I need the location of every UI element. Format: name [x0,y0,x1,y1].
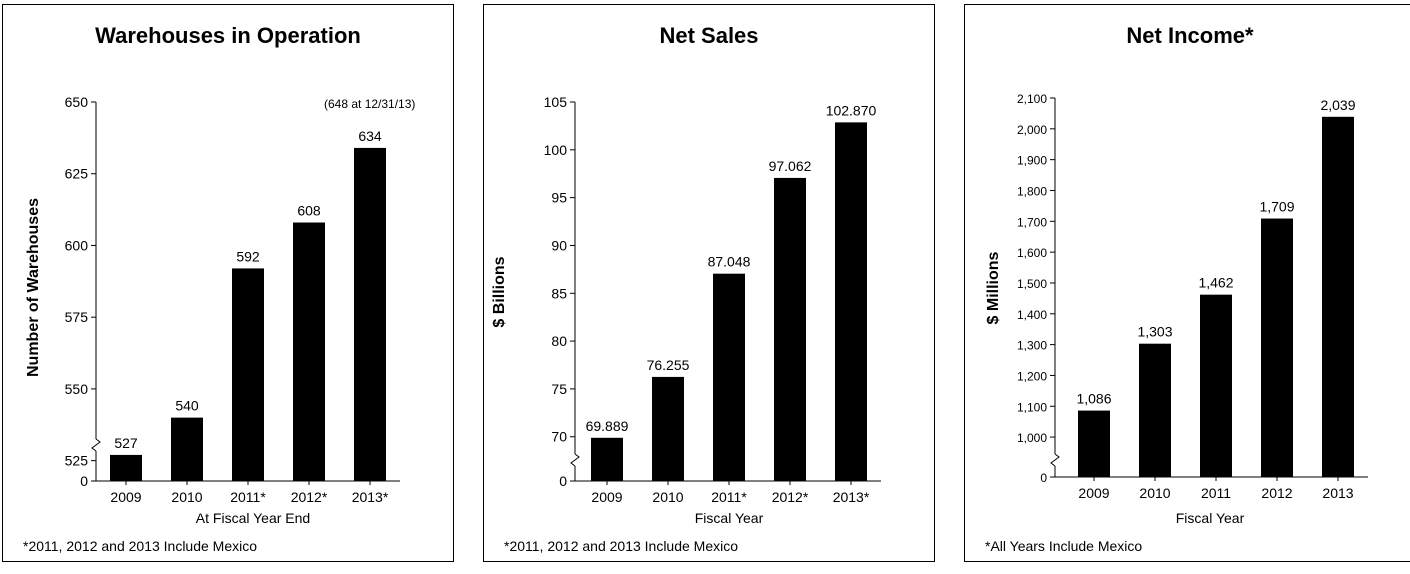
chart-footnote: *All Years Include Mexico [985,538,1143,554]
y-axis-label: $ Billions [491,256,508,328]
x-tick-label: 2012* [772,489,809,505]
chart-title: Net Sales [659,23,759,48]
y-tick-label: 1,700 [1017,215,1047,229]
bar [591,437,623,481]
y-tick-label: 1,200 [1017,369,1047,383]
axis-break-mark [570,453,580,467]
bar-value-label: 87.048 [708,254,751,270]
x-tick-label: 2009 [591,489,622,505]
x-tick-label: 2010 [1139,485,1170,501]
bar [652,376,684,481]
bar [774,177,806,481]
axis-break-mark [91,438,101,452]
chart-plot: 0 525 550 575 600 625 650 527 2009 540 2010 592 2011… [65,94,400,505]
bar-value-label: 1,462 [1198,275,1233,291]
bar [1078,410,1110,477]
chart-annotation: (648 at 12/31/13) [324,97,416,111]
y-axis-label: Number of Warehouses [25,198,42,377]
y-tick-label: 1,400 [1017,308,1047,322]
bar [713,273,745,481]
y-axis-label: $ Millions [985,251,1002,325]
bar-value-label: 2,039 [1320,97,1355,113]
bar-value-label: 540 [175,398,199,414]
x-tick-label: 2012 [1261,485,1292,501]
bar [293,222,325,481]
bar [835,122,867,482]
y-tick-label: 525 [65,453,89,469]
bar [1261,218,1293,477]
bar-value-label: 1,086 [1076,391,1111,407]
y-tick-label: 85 [551,285,567,301]
bar-value-label: 102.870 [826,102,877,118]
y-tick-label: 105 [544,94,568,110]
bar [1139,343,1171,477]
x-tick-label: 2009 [110,489,141,505]
y-tick-label: 2,100 [1017,92,1047,106]
bar-value-label: 97.062 [769,158,812,174]
bar-value-label: 1,709 [1259,199,1294,215]
y-tick-label: 1,300 [1017,339,1047,353]
bar [1322,116,1354,477]
y-tick-label: 1,800 [1017,184,1047,198]
bar [354,147,386,481]
chart-plot: 0 1,000 1,100 1,200 1,300 1,400 1,500 1,600 1,70… [1017,92,1368,501]
y-tick-label: 2,000 [1017,123,1047,137]
bar-value-label: 527 [114,435,138,451]
x-tick-label: 2013* [833,489,870,505]
bar [110,454,142,481]
x-tick-label: 2010 [171,489,202,505]
axis-break-mark [1050,453,1060,467]
y-tick-label: 1,100 [1017,400,1047,414]
chart-footnote: *2011, 2012 and 2013 Include Mexico [504,538,739,554]
y-tick-label: 0 [80,473,88,489]
bar-value-label: 76.255 [647,357,690,373]
y-tick-label: 90 [551,237,567,253]
y-tick-label: 600 [65,237,89,253]
x-tick-label: 2011* [230,489,266,505]
y-tick-label: 550 [65,381,89,397]
bar-value-label: 634 [358,128,382,144]
y-tick-label: 575 [65,309,89,325]
y-tick-label: 100 [544,142,568,158]
y-tick-label: 1,500 [1017,277,1047,291]
chart-panel-net-sales: Net Sales 0 70 75 80 85 90 95 100 105 69.889 2009 7… [483,4,935,562]
x-tick-label: 2011 [1201,485,1231,501]
y-tick-label: 1,600 [1017,246,1047,260]
x-axis-label: Fiscal Year [694,510,764,526]
bar-value-label: 69.889 [586,418,629,434]
bar [232,268,264,481]
x-tick-label: 2009 [1078,485,1109,501]
chart-title: Warehouses in Operation [95,23,361,48]
y-tick-label: 80 [551,333,567,349]
bar [171,417,203,481]
x-axis-label: Fiscal Year [1175,510,1245,526]
y-tick-label: 650 [65,94,89,110]
x-tick-label: 2012* [291,489,328,505]
y-tick-label: 625 [65,166,89,182]
chart-panel-net-income: Net Income* 0 1,000 1,100 1,200 1,300 1,400 1,… [964,4,1410,562]
x-tick-label: 2013 [1322,485,1353,501]
y-tick-label: 1,900 [1017,154,1047,168]
y-tick-label: 95 [551,190,567,206]
chart-panel-warehouses: Warehouses in Operation 0 525 550 575 600 625… [2,4,454,562]
chart-title: Net Income* [1126,23,1254,48]
x-tick-label: 2013* [352,489,389,505]
bar-value-label: 1,303 [1137,324,1172,340]
bar-value-label: 608 [297,203,321,219]
bar [1200,294,1232,477]
chart-footnote: *2011, 2012 and 2013 Include Mexico [23,538,258,554]
x-tick-label: 2011* [711,489,747,505]
chart-plot: 0 70 75 80 85 90 95 100 105 69.889 2009 76.255 2010 8… [544,94,881,505]
bar-value-label: 592 [236,248,260,264]
x-tick-label: 2010 [652,489,683,505]
y-tick-label: 0 [559,473,567,489]
y-tick-label: 75 [551,381,567,397]
y-tick-label: 1,000 [1017,431,1047,445]
y-tick-label: 0 [1040,471,1047,485]
y-tick-label: 70 [551,429,567,445]
x-axis-label: At Fiscal Year End [195,510,311,526]
